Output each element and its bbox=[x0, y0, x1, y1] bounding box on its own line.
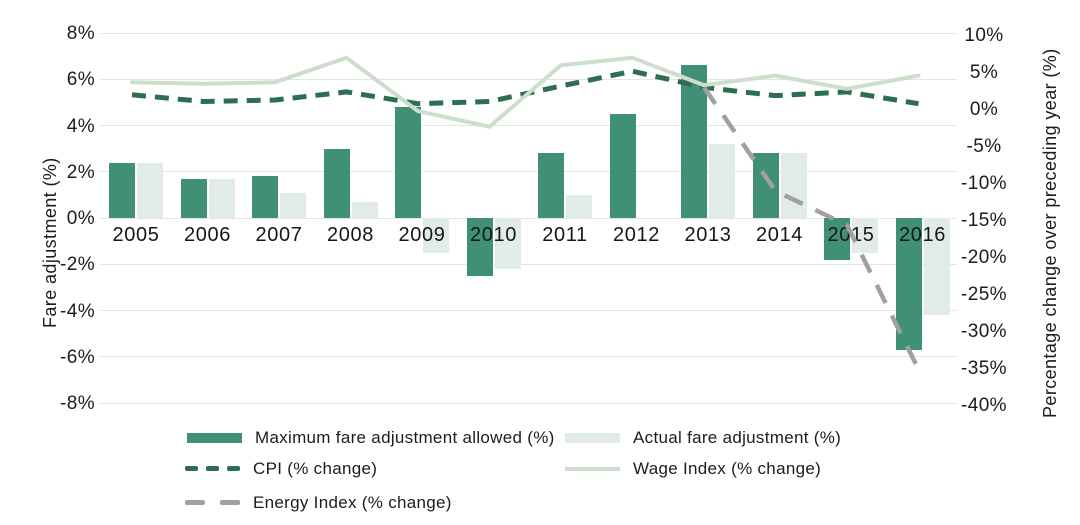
bar-actual-2010 bbox=[494, 218, 521, 269]
left-tick-0: 0% bbox=[66, 208, 95, 229]
max-fare-swatch bbox=[187, 432, 242, 443]
left-tick--4: -4% bbox=[60, 300, 95, 322]
left-tick-6: 6% bbox=[66, 69, 95, 91]
bar-actual-2011 bbox=[566, 194, 592, 218]
bar-max-2013 bbox=[681, 65, 707, 218]
x-label-2016: 2016 bbox=[899, 224, 946, 246]
bar-actual-2007 bbox=[280, 192, 306, 218]
gridline--4 bbox=[100, 310, 957, 311]
bar-actual-2016 bbox=[923, 218, 950, 316]
x-label-2014: 2014 bbox=[756, 224, 803, 246]
line-cpi-change bbox=[131, 68, 919, 107]
right-tick--20: -20% bbox=[961, 246, 1007, 268]
right-tick-0: 0% bbox=[969, 98, 999, 120]
x-label-2015: 2015 bbox=[827, 224, 875, 246]
wage-line-swatch bbox=[565, 466, 620, 471]
x-label-2012: 2012 bbox=[613, 224, 660, 246]
bar-max-2007 bbox=[252, 176, 278, 218]
bar-max-2012 bbox=[609, 113, 636, 218]
left-tick--2: -2% bbox=[60, 254, 95, 276]
bar-actual-2008 bbox=[351, 201, 378, 218]
x-label-2011: 2011 bbox=[542, 224, 588, 246]
x-label-2009: 2009 bbox=[398, 224, 446, 246]
x-label-2006: 2006 bbox=[184, 224, 231, 246]
legend-item-max-fare: Maximum fare adjustment allowed (%) bbox=[187, 428, 555, 448]
legend-label: Actual fare adjustment (%) bbox=[633, 428, 842, 447]
x-label-2013: 2013 bbox=[684, 224, 732, 246]
right-tick--25: -25% bbox=[961, 283, 1007, 305]
gridline-8 bbox=[100, 32, 957, 34]
left-tick--8: -8% bbox=[60, 393, 95, 414]
right-tick--15: -15% bbox=[961, 209, 1007, 231]
bar-actual-2013 bbox=[709, 144, 735, 218]
right-tick-5: 5% bbox=[969, 61, 999, 83]
right-tick--5: -5% bbox=[966, 135, 1002, 157]
gridline--2 bbox=[100, 263, 957, 265]
bar-max-2010 bbox=[466, 218, 493, 276]
bar-max-2014 bbox=[752, 153, 779, 218]
legend-item-wage-index: Wage Index (% change) bbox=[565, 459, 821, 479]
gridline-4 bbox=[100, 125, 957, 126]
legend-label: Energy Index (% change) bbox=[253, 493, 452, 512]
right-tick-10: 10% bbox=[964, 24, 1004, 46]
bar-max-2005 bbox=[109, 162, 135, 218]
right-tick--10: -10% bbox=[961, 172, 1007, 194]
bar-max-2006 bbox=[180, 178, 207, 218]
gridline--6 bbox=[100, 356, 957, 358]
bar-actual-2006 bbox=[208, 178, 235, 218]
gridline-0 bbox=[100, 217, 957, 219]
energy-dash-swatch bbox=[185, 500, 240, 506]
legend-label: CPI (% change) bbox=[253, 459, 378, 478]
x-label-2010: 2010 bbox=[470, 224, 517, 246]
right-axis-title: Percentage change over preceding year (%… bbox=[1040, 48, 1060, 418]
left-tick-2: 2% bbox=[66, 161, 95, 183]
bar-actual-2014 bbox=[780, 153, 807, 218]
x-label-2008: 2008 bbox=[327, 224, 374, 246]
x-label-2005: 2005 bbox=[112, 224, 160, 246]
x-label-2007: 2007 bbox=[255, 224, 303, 246]
legend-label: Wage Index (% change) bbox=[633, 459, 822, 478]
legend-item-actual-fare: Actual fare adjustment (%) bbox=[565, 428, 841, 448]
right-tick--40: -40% bbox=[961, 394, 1007, 416]
bar-max-2011 bbox=[538, 153, 564, 218]
legend-item-cpi: CPI (% change) bbox=[185, 459, 377, 479]
left-tick-4: 4% bbox=[66, 115, 95, 137]
bar-actual-2009 bbox=[423, 218, 449, 253]
left-tick-8: 8% bbox=[66, 23, 95, 44]
gridline-2 bbox=[100, 171, 957, 173]
left-tick--6: -6% bbox=[60, 346, 95, 368]
line-wage-index-change bbox=[130, 55, 921, 129]
legend-item-energy-index: Energy Index (% change) bbox=[185, 493, 452, 513]
bar-max-2008 bbox=[323, 148, 350, 218]
right-tick--30: -30% bbox=[961, 320, 1007, 342]
bar-max-2009 bbox=[395, 107, 421, 218]
cpi-dash-swatch bbox=[185, 466, 240, 472]
bar-actual-2005 bbox=[137, 162, 163, 218]
right-tick--35: -35% bbox=[961, 357, 1007, 379]
gridline-6 bbox=[100, 78, 957, 80]
actual-fare-swatch bbox=[565, 432, 620, 443]
gridline--8 bbox=[100, 402, 957, 404]
legend-label: Maximum fare adjustment allowed (%) bbox=[255, 428, 555, 447]
